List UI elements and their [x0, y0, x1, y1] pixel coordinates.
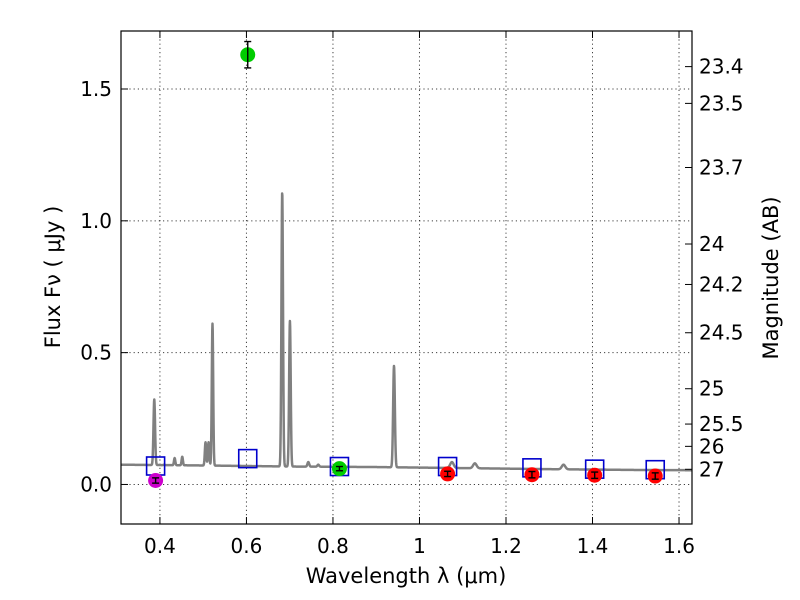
x-axis-label: Wavelength λ (μm)	[306, 564, 507, 588]
y-axis-label: Flux Fν ( μJy )	[41, 206, 65, 349]
y2-tick-label: 24.2	[699, 272, 744, 296]
x-tick-label: 1.2	[490, 534, 522, 558]
y-tick-label: 0.5	[80, 341, 112, 365]
error-bar	[651, 472, 659, 480]
error-bar	[528, 470, 536, 479]
x-tick-label: 0.6	[231, 534, 263, 558]
y2-tick-label: 23.5	[699, 91, 744, 115]
y2-tick-label: 24.5	[699, 321, 744, 345]
y2-tick-label: 23.4	[699, 55, 744, 79]
y2-tick-label: 26	[699, 434, 724, 458]
error-bar	[244, 40, 252, 69]
y2-tick-label: 23.7	[699, 155, 744, 179]
y-tick-label: 1.5	[80, 77, 112, 101]
y-tick-label: 1.0	[80, 209, 112, 233]
model-spectrum-line	[119, 192, 694, 472]
x-tick-label: 0.4	[144, 534, 176, 558]
x-tick-label: 1	[413, 534, 426, 558]
photometry-markers	[145, 40, 666, 488]
error-bar	[444, 470, 452, 478]
error-bar	[152, 477, 160, 484]
axis-ticks: 0.4 0.6 0.8 1 1.2 1.4 1.6 0.0 0.5 1.0 1.5 23.4 23.5 2…	[80, 31, 744, 558]
plot-frame	[120, 30, 693, 525]
x-tick-label: 1.6	[663, 534, 695, 558]
y2-tick-label: 24	[699, 232, 724, 256]
error-bar	[591, 471, 599, 480]
y2-tick-label: 27	[699, 457, 724, 481]
x-tick-label: 0.8	[317, 534, 349, 558]
model-photometry-square	[237, 448, 258, 469]
y2-tick-label: 25.5	[699, 412, 744, 436]
error-bar	[335, 465, 343, 472]
y2-axis-label: Magnitude (AB)	[759, 196, 783, 359]
y-tick-label: 0.0	[80, 472, 112, 496]
series-layer	[119, 192, 694, 472]
y2-tick-label: 25	[699, 377, 724, 401]
x-tick-label: 1.4	[577, 534, 609, 558]
